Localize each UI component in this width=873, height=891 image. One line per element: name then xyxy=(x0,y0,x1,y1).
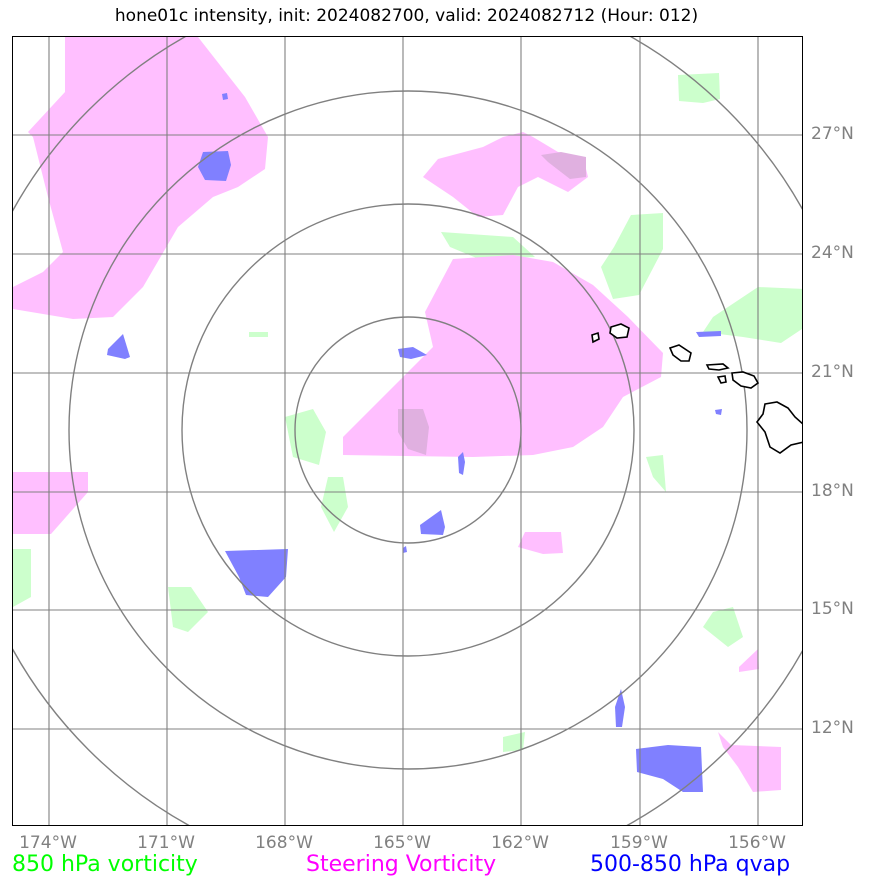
lon-tick-159w: 159°W xyxy=(610,833,668,853)
lat-tick-18n: 18°N xyxy=(811,481,854,501)
lat-tick-24n: 24°N xyxy=(811,243,854,263)
lon-tick-156w: 156°W xyxy=(728,833,786,853)
qvap-contours xyxy=(107,93,722,792)
map-panel xyxy=(12,36,803,826)
lon-tick-174w: 174°W xyxy=(19,833,77,853)
lat-tick-27n: 27°N xyxy=(811,124,854,144)
legend-850-vorticity: 850 hPa vorticity xyxy=(12,852,198,877)
steering-vorticity-contours xyxy=(13,37,781,792)
lon-tick-165w: 165°W xyxy=(373,833,431,853)
lat-tick-21n: 21°N xyxy=(811,362,854,382)
vort850-contours xyxy=(13,73,802,752)
legend-qvap: 500-850 hPa qvap xyxy=(590,852,791,877)
legend-steering-vorticity: Steering Vorticity xyxy=(306,852,497,877)
lat-tick-12n: 12°N xyxy=(811,718,854,738)
lat-tick-15n: 15°N xyxy=(811,599,854,619)
lon-tick-162w: 162°W xyxy=(491,833,549,853)
hawaii-coastline xyxy=(591,323,802,454)
overlap-contours xyxy=(398,152,586,455)
lon-tick-168w: 168°W xyxy=(255,833,313,853)
lon-tick-171w: 171°W xyxy=(137,833,195,853)
figure-title: hone01c intensity, init: 2024082700, val… xyxy=(114,6,699,26)
range-rings xyxy=(13,37,802,825)
map-canvas xyxy=(13,37,802,825)
